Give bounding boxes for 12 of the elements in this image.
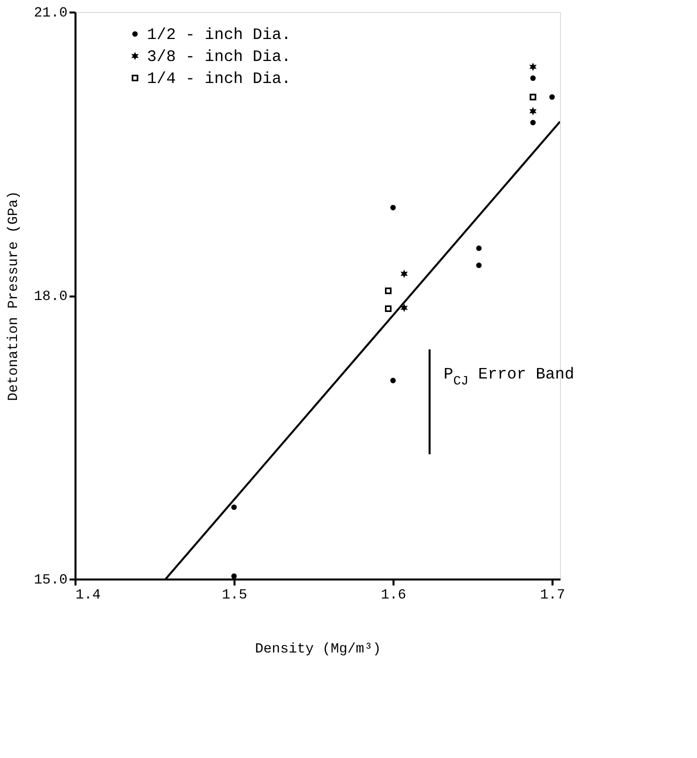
- y-tick-label: 15.0: [34, 572, 68, 588]
- x-tick-label: 1.6: [380, 588, 406, 604]
- y-tick-label: 18.0: [34, 289, 68, 305]
- x-tick-label: 1.7: [540, 588, 566, 604]
- y-tick-label: 21.0: [34, 6, 68, 22]
- legend-label: 3/8 - inch Dia.: [147, 48, 292, 66]
- legend-label: 1/2 - inch Dia.: [147, 26, 292, 44]
- y-axis-title: Detonation Pressure (GPa): [6, 190, 22, 402]
- x-tick-label: 1.5: [222, 588, 248, 604]
- x-tick-label: 1.4: [76, 588, 101, 604]
- x-axis-title: Density (Mg/m³): [254, 642, 382, 658]
- legend-label: 1/4 - inch Dia.: [147, 70, 292, 88]
